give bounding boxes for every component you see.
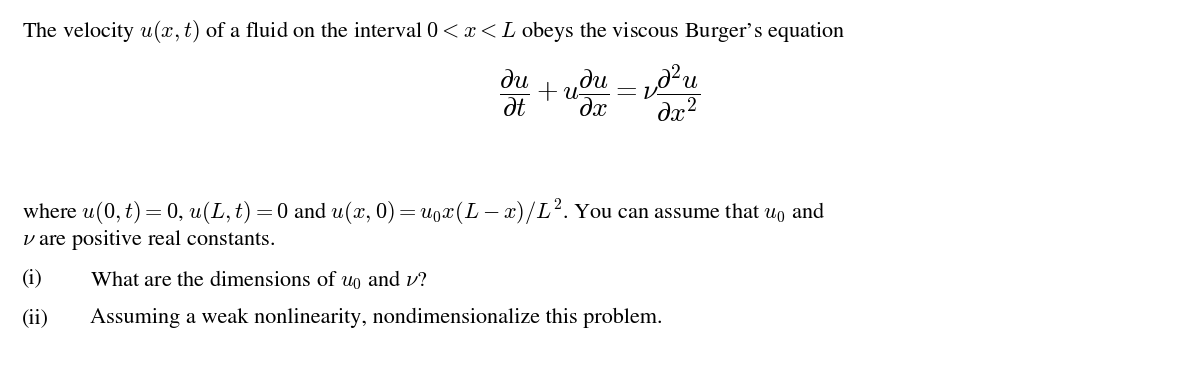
Text: Assuming a weak nonlinearity, nondimensionalize this problem.: Assuming a weak nonlinearity, nondimensi… [90, 308, 662, 328]
Text: What are the dimensions of $u_0$ and $\nu$?: What are the dimensions of $u_0$ and $\n… [90, 268, 427, 292]
Text: where $u(0, t) = 0$, $u(L, t) = 0$ and $u(x, 0) = u_0 x(L - x)/L^2$. You can ass: where $u(0, t) = 0$, $u(L, t) = 0$ and $… [22, 198, 826, 228]
Text: $\dfrac{\partial u}{\partial t} + u\dfrac{\partial u}{\partial x} = \nu\dfrac{\p: $\dfrac{\partial u}{\partial t} + u\dfra… [499, 62, 701, 124]
Text: (i): (i) [22, 268, 43, 288]
Text: The velocity $u(x, t)$ of a fluid on the interval $0 < x < L$ obeys the viscous : The velocity $u(x, t)$ of a fluid on the… [22, 18, 846, 45]
Text: $\nu$ are positive real constants.: $\nu$ are positive real constants. [22, 228, 275, 252]
Text: (ii): (ii) [22, 308, 49, 328]
